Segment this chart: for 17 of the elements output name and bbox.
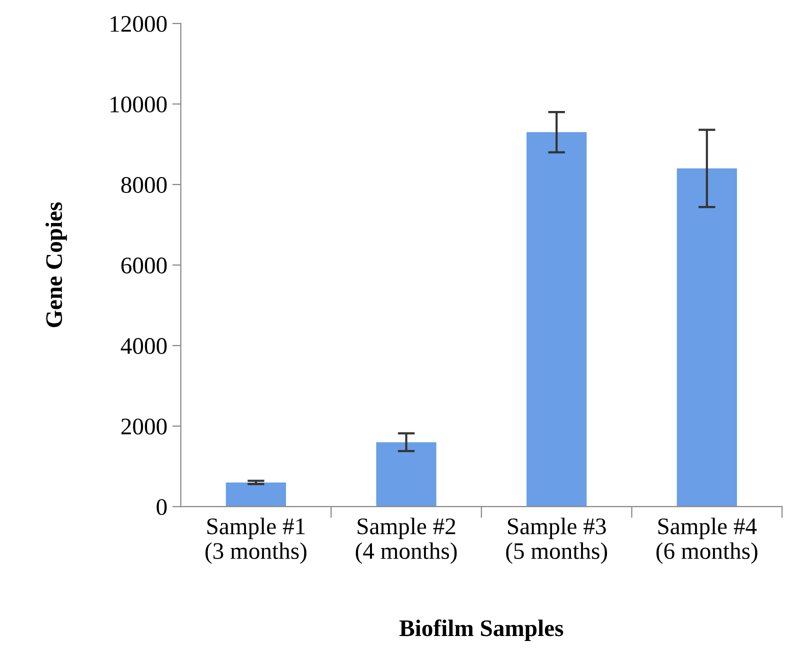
x-axis-title: Biofilm Samples <box>400 619 564 642</box>
y-tick-label: 12000 <box>110 16 167 32</box>
y-axis-title: Gene Copies <box>45 202 67 328</box>
bar <box>376 442 436 507</box>
y-tick-label: 4000 <box>120 338 167 354</box>
bar <box>676 168 737 507</box>
y-tick-label: 6000 <box>121 258 167 274</box>
x-tick-label: Sample #4 (6 months) <box>656 518 758 564</box>
y-tick-label: 2000 <box>121 418 167 435</box>
y-tick-label: 0 <box>156 499 167 516</box>
y-tick-label: 8000 <box>121 177 167 193</box>
x-tick-label: Sample #3 (5 months) <box>506 518 608 564</box>
x-tick-label: Sample #2 (4 months) <box>356 518 457 564</box>
x-tick-label: Sample #1 (3 months) <box>205 518 306 564</box>
y-tick-label: 10000 <box>110 96 167 112</box>
bar <box>526 132 587 507</box>
bar <box>226 482 286 507</box>
